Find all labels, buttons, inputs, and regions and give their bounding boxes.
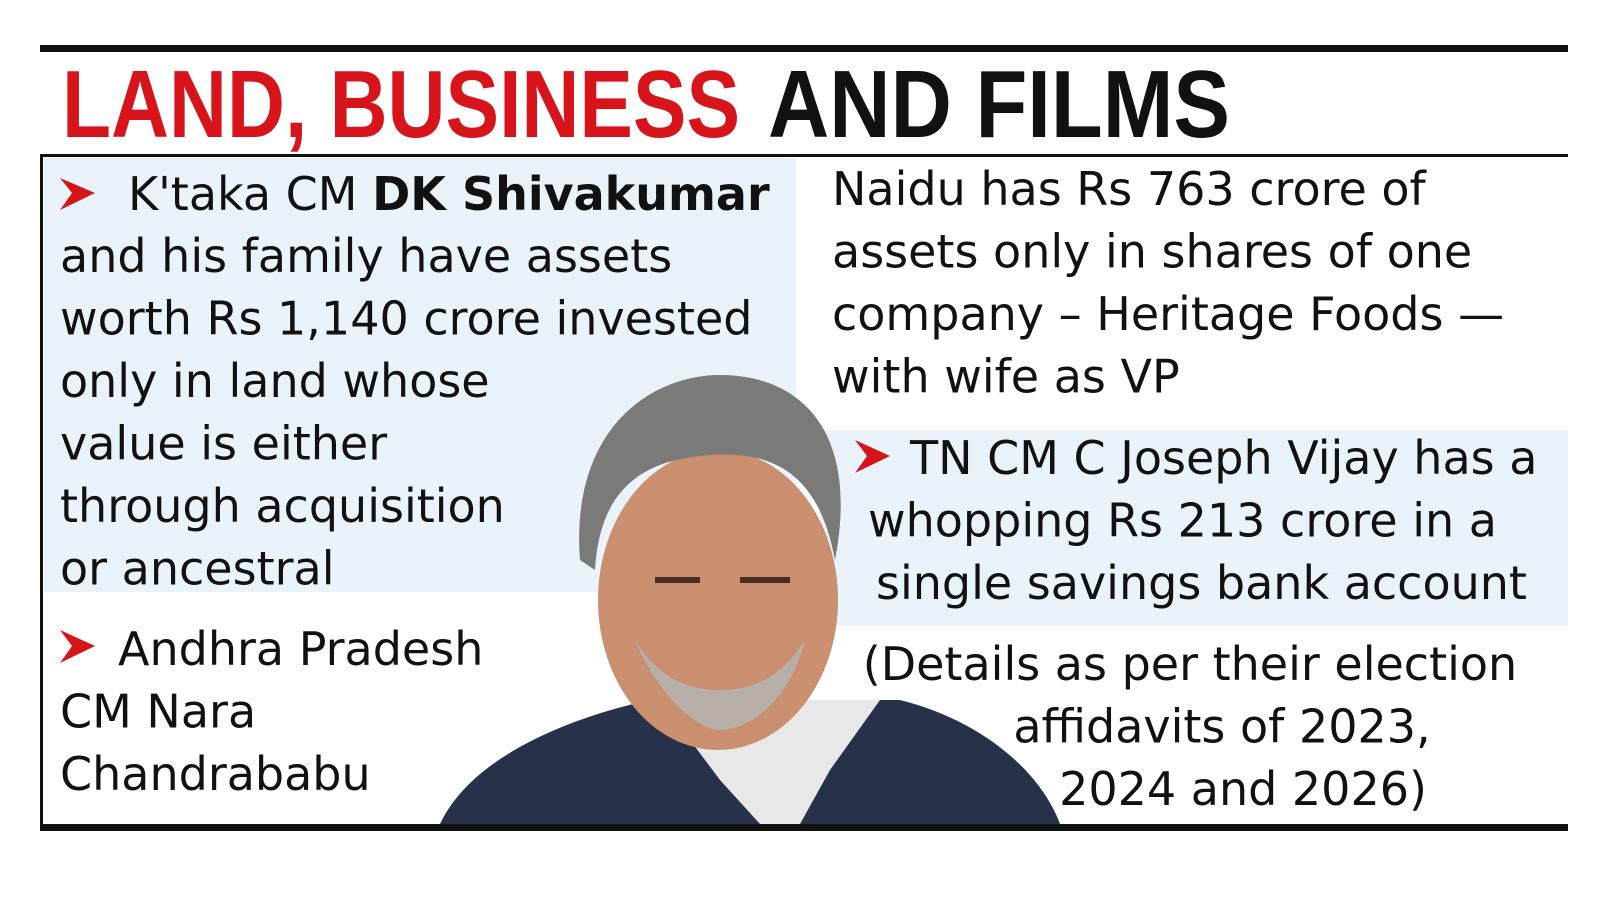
text-line: with wife as VP (832, 350, 1180, 404)
text-line: worth Rs 1,140 crore invested (60, 292, 752, 346)
rule (40, 824, 1568, 831)
text-line: affidavits of 2023, (1013, 700, 1430, 754)
title-black: AND FILMS (768, 51, 1230, 158)
item-name: DK Shivakumar (372, 167, 770, 221)
item-lead: K'taka CM DK Shivakumar (128, 167, 770, 221)
rule (40, 154, 1568, 157)
portrait (440, 375, 1060, 824)
panel-bg (820, 430, 1568, 626)
text-line: Andhra Pradesh (118, 622, 483, 676)
text-line: CM Nara (60, 685, 256, 739)
text-line: only in land whose (60, 354, 490, 408)
text-line: through acquisition (60, 479, 505, 533)
bullet (60, 178, 95, 210)
text-line: value is either (60, 417, 387, 471)
text-line: whopping Rs 213 crore in a (868, 494, 1497, 548)
hair (579, 375, 841, 570)
text-line: TN CM C Joseph Vijay has a (909, 431, 1537, 485)
bullet (855, 440, 890, 473)
rule (40, 45, 1568, 52)
text-line: 2024 and 2026) (1059, 762, 1427, 816)
title-red: LAND, BUSINESS (62, 51, 740, 158)
bullet (60, 630, 95, 663)
text-line: single savings bank account (876, 556, 1527, 610)
item-lead-text: K'taka CM (128, 167, 357, 221)
rule (40, 154, 43, 830)
text-line: (Details as per their election (863, 637, 1517, 691)
text-line: and his family have assets (60, 229, 672, 283)
text-line: or ancestral (60, 542, 335, 596)
text-line: Chandrababu (60, 747, 371, 801)
beard (635, 640, 805, 730)
text-line: assets only in shares of one (832, 225, 1472, 279)
text-line: company – Heritage Foods — (832, 287, 1504, 341)
text-line: Naidu has Rs 763 crore of (832, 162, 1428, 216)
